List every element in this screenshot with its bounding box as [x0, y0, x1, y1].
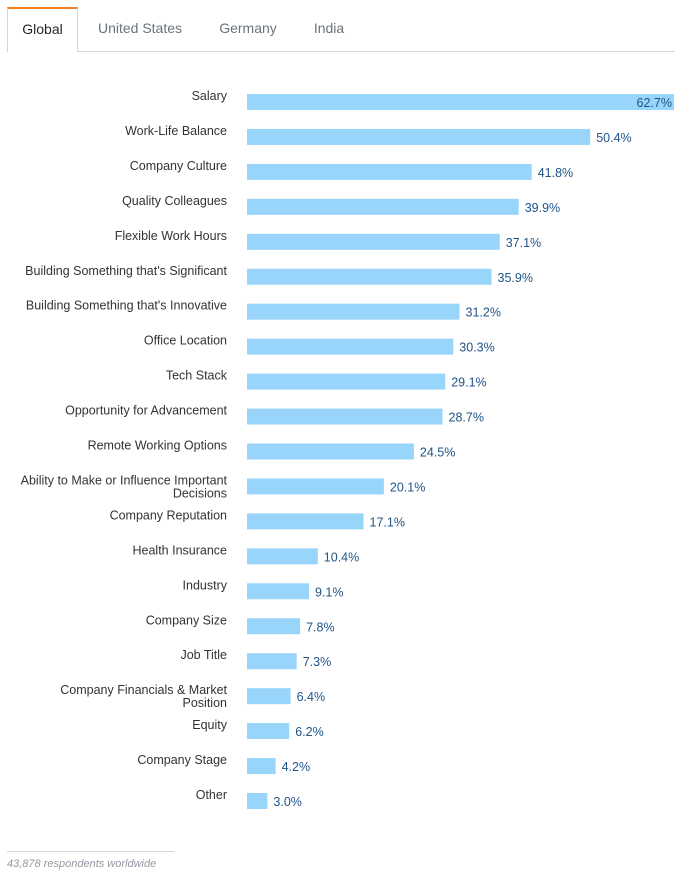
bar	[247, 198, 519, 215]
bar-row: Building Something that's Significant 35.…	[25, 264, 533, 285]
bar-row: Ability to Make or Influence Important De…	[21, 473, 426, 500]
value-label: 30.3%	[459, 341, 494, 355]
value-label: 3.0%	[273, 795, 302, 809]
value-label: 41.8%	[538, 166, 573, 180]
value-label: 10.4%	[324, 550, 359, 564]
bar	[247, 583, 309, 600]
value-label: 20.1%	[390, 480, 425, 494]
category-label: Industry	[183, 578, 228, 592]
category-label: Building Something that's Innovative	[26, 299, 227, 313]
category-label: Office Location	[144, 334, 227, 348]
bar	[247, 478, 384, 495]
bar-row: Job Title 7.3%	[180, 648, 332, 670]
category-label: Company Financials & Market Position	[60, 683, 227, 710]
category-label: Flexible Work Hours	[115, 229, 227, 243]
bar	[247, 233, 500, 250]
category-label: Company Stage	[137, 753, 227, 767]
bar	[247, 163, 532, 180]
bar	[247, 373, 446, 390]
bar-row: Company Reputation 17.1%	[110, 508, 405, 530]
value-label: 7.8%	[306, 620, 335, 634]
bar-chart: Salary 62.7% Work-Life Balance 50.4% Company…	[21, 89, 674, 809]
category-label: Quality Colleagues	[122, 194, 227, 208]
bar-row: Company Financials & Market Position 6.4%	[60, 683, 325, 710]
bar	[247, 548, 318, 565]
value-label: 37.1%	[506, 236, 541, 250]
tab-global[interactable]: Global	[7, 7, 78, 52]
bar	[247, 513, 364, 530]
value-label: 29.1%	[451, 376, 486, 390]
bar-row: Company Size 7.8%	[146, 613, 335, 635]
value-label: 31.2%	[466, 306, 501, 320]
category-label: Work-Life Balance	[125, 124, 227, 138]
category-label: Company Size	[146, 613, 227, 627]
value-label: 35.9%	[498, 271, 533, 285]
bar	[247, 653, 297, 670]
value-label: 39.9%	[525, 201, 560, 215]
value-label: 7.3%	[303, 655, 332, 669]
category-label: Building Something that's Significant	[25, 264, 227, 278]
bar-row: Salary 62.7%	[192, 89, 674, 110]
value-label: 6.4%	[297, 690, 326, 704]
value-label: 17.1%	[370, 515, 405, 529]
tab-germany[interactable]: Germany	[219, 20, 277, 36]
bar	[247, 338, 454, 355]
bar	[247, 408, 443, 425]
value-label: 24.5%	[420, 446, 455, 460]
bar-row: Office Location 30.3%	[144, 334, 495, 355]
bar-row: Flexible Work Hours 37.1%	[115, 229, 541, 250]
bar-row: Remote Working Options 24.5%	[88, 439, 455, 460]
category-label: Ability to Make or Influence Important De…	[21, 473, 228, 500]
bar-row: Opportunity for Advancement 28.7%	[65, 404, 484, 425]
value-label: 28.7%	[449, 411, 484, 425]
bar-row: Company Stage 4.2%	[137, 753, 311, 775]
category-label: Tech Stack	[166, 369, 228, 383]
region-tabs: Global United States Germany India	[7, 7, 675, 52]
category-label: Remote Working Options	[88, 439, 227, 453]
bar-row: Other 3.0%	[196, 788, 302, 809]
bar-row: Equity 6.2%	[192, 718, 324, 740]
bar-row: Building Something that's Innovative 31.2…	[26, 299, 501, 320]
bar-row: Quality Colleagues 39.9%	[122, 194, 560, 215]
category-label: Health Insurance	[132, 543, 227, 557]
bar-row: Health Insurance 10.4%	[132, 543, 359, 565]
bar	[247, 268, 492, 285]
value-label: 50.4%	[596, 131, 631, 145]
bar	[247, 618, 301, 635]
category-label: Salary	[192, 89, 228, 103]
category-label: Company Culture	[130, 159, 227, 173]
value-label: 62.7%	[637, 96, 672, 110]
respondents-note: 43,878 respondents worldwide	[7, 858, 157, 870]
bar-row: Industry 9.1%	[183, 578, 344, 600]
value-label: 4.2%	[282, 760, 311, 774]
value-label: 9.1%	[315, 585, 344, 599]
category-label: Company Reputation	[110, 508, 227, 522]
bar	[247, 793, 268, 809]
bar	[247, 303, 460, 320]
bar	[247, 723, 290, 740]
tab-united-states[interactable]: United States	[97, 20, 183, 36]
bar-row: Tech Stack 29.1%	[166, 369, 487, 390]
category-label: Other	[196, 788, 227, 802]
bar	[247, 688, 291, 705]
category-label: Job Title	[180, 648, 227, 662]
bar	[247, 128, 591, 145]
tab-india[interactable]: India	[313, 20, 345, 36]
bar-row: Work-Life Balance 50.4%	[125, 124, 632, 145]
bar	[247, 758, 276, 775]
bar	[247, 94, 674, 110]
category-label: Equity	[192, 718, 227, 732]
footer-divider	[7, 851, 174, 852]
bar	[247, 443, 414, 460]
category-label: Opportunity for Advancement	[65, 404, 227, 418]
bar-row: Company Culture 41.8%	[130, 159, 573, 180]
value-label: 6.2%	[295, 725, 324, 739]
